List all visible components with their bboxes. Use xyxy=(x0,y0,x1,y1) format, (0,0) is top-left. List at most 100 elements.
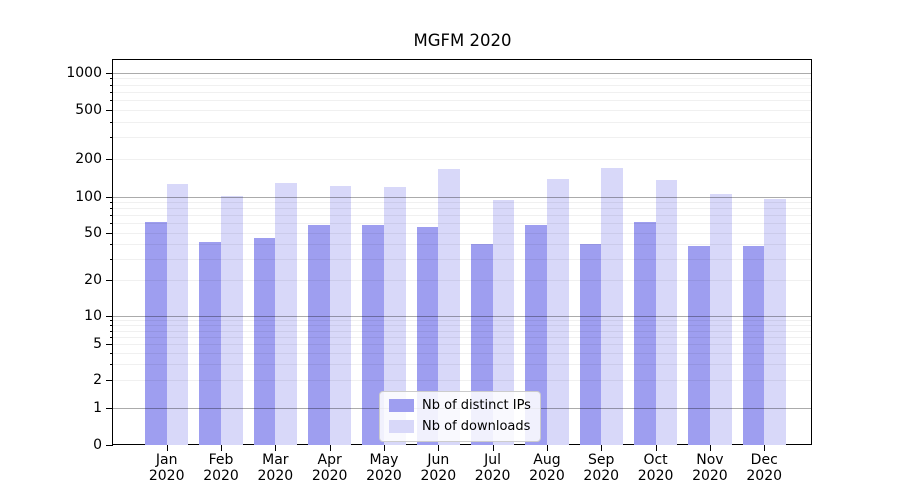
x-tick-label-sep: Sep 2020 xyxy=(571,452,631,484)
gridline-minor-50 xyxy=(113,232,812,234)
x-tick-mar xyxy=(275,445,277,451)
bar-downloads-jan xyxy=(166,184,189,445)
x-tick-label-line: 2020 xyxy=(746,468,783,484)
bar-downloads-aug xyxy=(546,178,569,445)
bar-downloads-mar xyxy=(275,182,298,445)
y-minor-tick-4 xyxy=(110,352,113,354)
y-tick-label-50: 50 xyxy=(84,224,102,241)
bar-downloads-feb xyxy=(221,196,243,445)
plot-left-spine xyxy=(112,59,113,445)
x-tick-label-line: Sep xyxy=(588,452,615,468)
bar-distinct-ips-mar xyxy=(253,238,276,445)
x-tick-label-line: Jun xyxy=(427,452,450,468)
x-tick-label-line: 2020 xyxy=(148,468,185,484)
x-tick-label-line: Mar xyxy=(262,452,289,468)
bar-downloads-apr xyxy=(329,185,352,445)
y-tick-50 xyxy=(106,232,113,234)
x-tick-label-apr: Apr 2020 xyxy=(300,452,360,484)
x-tick-label-line: 2020 xyxy=(637,468,674,484)
y-minor-tick-400 xyxy=(110,121,113,123)
y-tick-1 xyxy=(106,408,113,409)
x-tick-label-dec: Dec 2020 xyxy=(734,452,794,484)
bar-downloads-may xyxy=(383,187,406,445)
y-minor-tick-80 xyxy=(110,208,113,210)
bar-downloads-jun xyxy=(438,169,460,445)
y-tick-label-1000: 1000 xyxy=(66,64,102,81)
bar-distinct-ips-jan xyxy=(145,222,167,445)
y-minor-tick-70 xyxy=(110,215,113,217)
y-tick-100 xyxy=(106,196,113,198)
x-tick-apr xyxy=(329,445,331,451)
x-tick-may xyxy=(383,445,385,451)
gridline-major-100 xyxy=(113,196,812,198)
plot-right-spine xyxy=(811,59,812,445)
bar-distinct-ips-oct xyxy=(633,222,656,445)
x-tick-oct xyxy=(655,445,657,451)
legend-label-downloads: Nb of downloads xyxy=(422,419,531,434)
y-tick-label-20: 20 xyxy=(84,272,102,289)
x-tick-label-line: 2020 xyxy=(692,468,728,484)
bar-distinct-ips-aug xyxy=(525,224,547,445)
gridline-minor-90 xyxy=(113,202,812,204)
gridline-major-1000 xyxy=(113,72,812,74)
y-minor-tick-7 xyxy=(110,330,113,332)
x-tick-jun xyxy=(438,445,440,451)
bar-distinct-ips-feb xyxy=(199,241,221,445)
bar-downloads-nov xyxy=(709,194,732,445)
bar-downloads-dec xyxy=(764,199,786,445)
x-tick-label-aug: Aug 2020 xyxy=(517,452,577,484)
x-tick-label-nov: Nov 2020 xyxy=(680,452,740,484)
y-tick-label-500: 500 xyxy=(75,101,102,118)
x-tick-label-line: Oct xyxy=(643,452,668,468)
x-tick-dec xyxy=(764,445,766,451)
y-minor-tick-30 xyxy=(110,259,113,261)
x-tick-label-line: Apr xyxy=(317,452,342,468)
y-tick-10 xyxy=(106,316,113,318)
x-tick-label-line: Jul xyxy=(484,452,502,468)
y-tick-20 xyxy=(106,280,113,282)
x-tick-aug xyxy=(546,445,548,451)
bar-downloads-oct xyxy=(655,180,678,445)
y-tick-label-200: 200 xyxy=(75,151,102,168)
bar-downloads-sep xyxy=(601,168,623,445)
y-tick-label-0: 0 xyxy=(93,436,102,453)
x-tick-label-mar: Mar 2020 xyxy=(245,452,305,484)
y-minor-tick-700 xyxy=(110,91,113,93)
gridline-minor-700 xyxy=(113,91,812,93)
y-minor-tick-600 xyxy=(110,100,113,102)
y-minor-tick-800 xyxy=(110,84,113,86)
bar-distinct-ips-nov xyxy=(688,245,710,445)
y-minor-tick-8 xyxy=(110,325,113,327)
x-tick-label-line: 2020 xyxy=(529,468,565,484)
x-tick-label-line: 2020 xyxy=(420,468,457,484)
x-tick-label-line: Dec xyxy=(750,452,778,468)
plot-bottom-spine xyxy=(112,444,812,445)
x-tick-nov xyxy=(709,445,711,451)
legend-item-distinct-ips: Nb of distinct IPs xyxy=(389,397,531,414)
x-tick-label-jul: Jul 2020 xyxy=(463,452,523,484)
x-tick-feb xyxy=(221,445,223,451)
bar-distinct-ips-jun xyxy=(416,226,439,445)
x-tick-label-line: 2020 xyxy=(257,468,294,484)
x-tick-label-line: 2020 xyxy=(583,468,620,484)
gridline-minor-900 xyxy=(113,78,812,80)
bar-distinct-ips-may xyxy=(362,224,384,445)
x-tick-label-line: Jan xyxy=(155,452,178,468)
gridline-minor-80 xyxy=(113,208,812,210)
gridline-minor-70 xyxy=(113,215,812,217)
x-tick-sep xyxy=(601,445,603,451)
y-tick-label-2: 2 xyxy=(93,372,102,389)
gridline-minor-300 xyxy=(113,137,812,139)
x-tick-label-line: 2020 xyxy=(474,468,511,484)
gridline-minor-400 xyxy=(113,121,812,123)
x-tick-label-line: 2020 xyxy=(311,468,348,484)
plot-top-spine xyxy=(112,59,812,60)
y-minor-tick-90 xyxy=(110,202,113,204)
y-tick-1000 xyxy=(106,72,113,74)
y-minor-tick-40 xyxy=(110,244,113,246)
gridline-minor-600 xyxy=(113,100,812,102)
y-tick-label-5: 5 xyxy=(93,335,102,352)
x-tick-label-feb: Feb 2020 xyxy=(191,452,251,484)
x-tick-jul xyxy=(492,445,494,451)
